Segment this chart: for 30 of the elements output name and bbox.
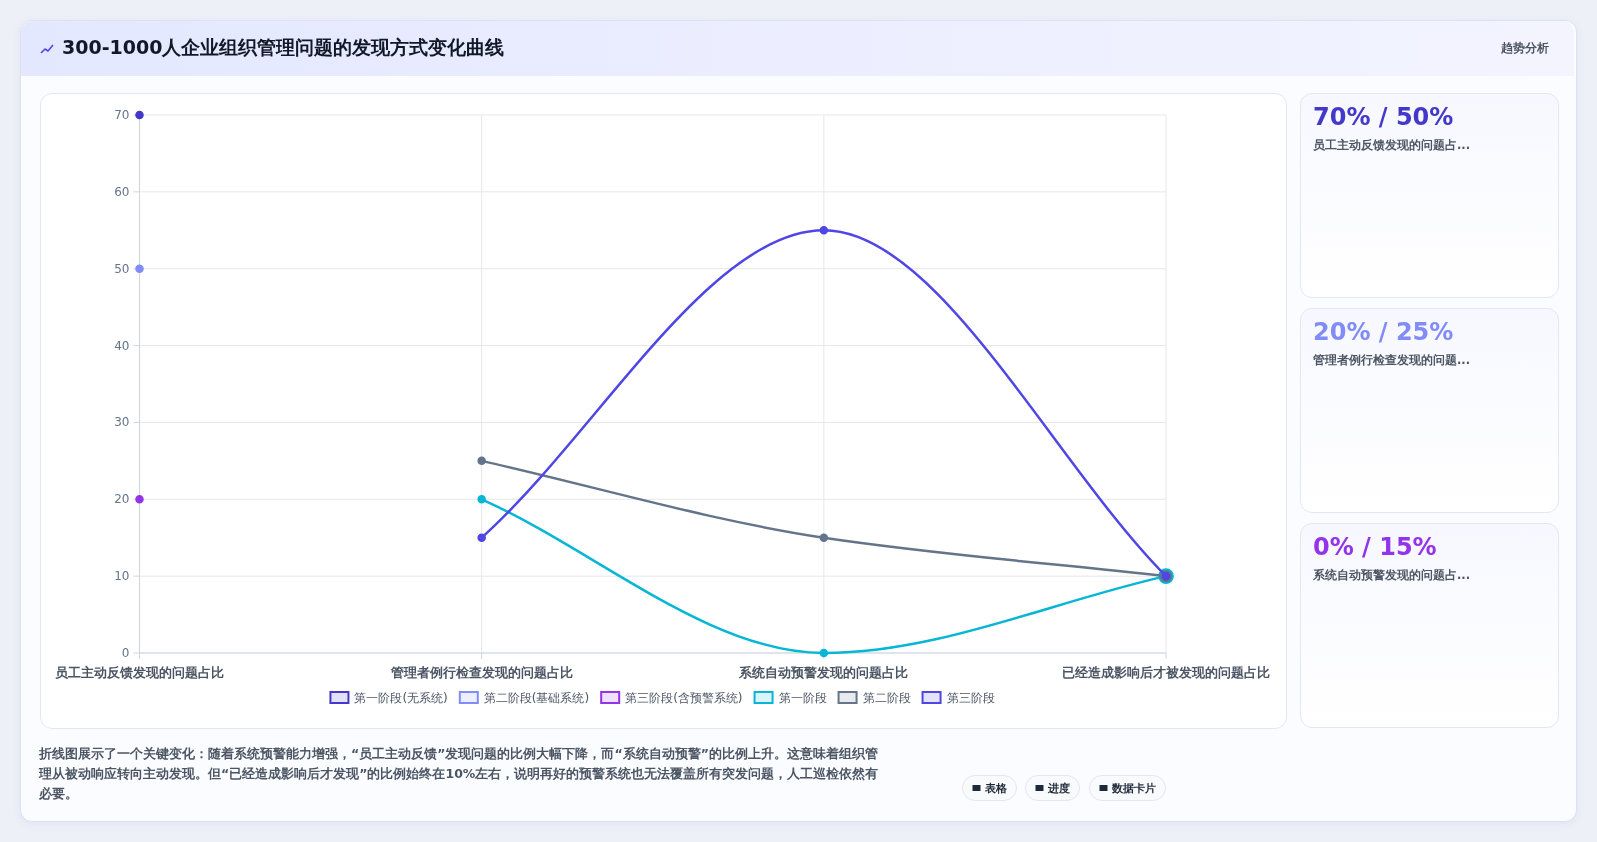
text: 折线图展示了一个关键变化：随着系统预警能力增强，“员工主动反馈”发现问题的比例大幅下降，而“系统自动预警”的比例上升。这意味着组织管理从被动响应转向主动发现。但“已经造成影响后才发现”的比例始终在10%左右，说明再好的预警系统也无法覆盖所有突发问题，人工巡检依然有必要。 [39, 745, 880, 803]
y-tick-label: 10 [114, 569, 130, 584]
y-tick-label: 40 [114, 338, 130, 353]
y-tick-label: 0 [121, 646, 130, 660]
legend-label: 第三阶段 [946, 691, 995, 705]
text: 数据卡片 [1112, 780, 1156, 796]
text: 表格 [985, 780, 1007, 796]
legend-label: 第二阶段(基础系统) [483, 691, 590, 705]
text: 管理者例行检查发现的问题... [1313, 353, 1471, 368]
legend-label: 第二阶段 [862, 691, 911, 705]
x-tick-label: 已经造成影响后才被发现的问题占比 [1062, 665, 1270, 680]
y-tick-label: 60 [114, 184, 130, 199]
y-tick-label: 70 [114, 108, 130, 122]
y-tick-label: 50 [114, 261, 130, 276]
text: 员工主动反馈发现的问题占... [1313, 138, 1471, 153]
x-tick-label: 系统自动预警发现的问题占比 [738, 665, 909, 680]
text: 70% / 50% [1313, 103, 1454, 131]
legend-label: 第一阶段 [778, 691, 827, 705]
legend-label: 第三阶段(含预警系统) [625, 691, 743, 705]
y-tick-label: 30 [114, 415, 130, 430]
text: 趋势分析 [1501, 40, 1549, 57]
text: 系统自动预警发现的问题占... [1313, 568, 1471, 583]
legend-label: 第一阶段(无系统) [354, 691, 448, 705]
chart-title: 300-1000人企业组织管理问题的发现方式变化曲线 [62, 35, 505, 60]
y-tick-label: 20 [114, 492, 130, 507]
x-tick-label: 员工主动反馈发现的问题占比 [55, 665, 224, 680]
x-tick-label: 管理者例行检查发现的问题占比 [389, 665, 573, 680]
text: 0% / 15% [1313, 533, 1437, 561]
text: 20% / 25% [1313, 318, 1454, 346]
text: 进度 [1048, 780, 1070, 796]
